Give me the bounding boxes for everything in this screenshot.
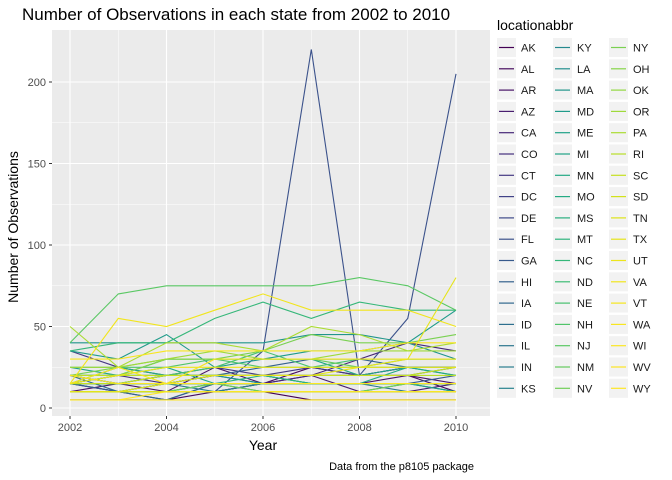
series-line-wi: [69, 374, 456, 385]
x-axis: 2002 2004 2006 2008 2010: [58, 416, 468, 434]
x-tick-label: 2008: [347, 422, 371, 434]
y-axis: 0 50 100 150 200: [28, 77, 52, 415]
legend-label: RI: [633, 149, 644, 161]
chart-caption: Data from the p8105 package: [329, 461, 474, 473]
legend-title: locationabbr: [497, 17, 574, 33]
legend-label: MS: [577, 213, 594, 225]
legend-label: NE: [577, 298, 592, 310]
legend-label: VA: [633, 277, 648, 289]
legend-label: SD: [633, 192, 648, 204]
series-line-va: [69, 293, 457, 384]
legend: AK AL AR AZ CA CO CT DC DE FL GA HI IA ID IL IN KS KY LA MA…: [497, 38, 651, 398]
series-line-nc: [69, 301, 456, 352]
series-line-wa: [70, 342, 456, 360]
gridlines: [52, 30, 490, 416]
legend-label: AL: [521, 64, 534, 76]
x-tick-label: 2006: [251, 422, 275, 434]
legend-label: OR: [633, 106, 650, 118]
legend-label: MT: [577, 234, 593, 246]
legend-label: OH: [633, 64, 650, 76]
series-lines: [69, 49, 457, 401]
legend-label: NM: [577, 362, 594, 374]
plot-panel: [52, 30, 490, 416]
legend-label: CO: [521, 149, 538, 161]
legend-label: DE: [521, 213, 536, 225]
series-line-tx: [70, 277, 457, 393]
legend-label: MN: [577, 170, 594, 182]
x-tick-label: 2002: [58, 422, 82, 434]
legend-label: AZ: [521, 106, 535, 118]
series-line-nj: [69, 277, 457, 344]
chart-title: Number of Observations in each state fro…: [22, 5, 450, 24]
legend-label: CA: [521, 128, 537, 140]
legend-label: ID: [521, 319, 532, 331]
legend-label: MI: [577, 149, 589, 161]
x-axis-title: Year: [249, 437, 278, 453]
legend-label: MA: [577, 85, 594, 97]
y-tick-label: 50: [34, 322, 46, 334]
series-line-vt: [69, 358, 456, 385]
legend-label: NJ: [577, 341, 590, 353]
legend-label: IN: [521, 362, 532, 374]
legend-label: KY: [577, 43, 592, 55]
legend-label: NV: [577, 383, 593, 395]
legend-label: FL: [521, 234, 534, 246]
legend-label: SC: [633, 170, 648, 182]
legend-label: KS: [521, 383, 536, 395]
legend-label: HI: [521, 277, 532, 289]
legend-label: MO: [577, 192, 595, 204]
legend-label: UT: [633, 256, 648, 268]
legend-label: OK: [633, 85, 650, 97]
legend-label: NC: [577, 256, 593, 268]
y-tick-label: 150: [28, 159, 46, 171]
legend-label: ME: [577, 128, 594, 140]
y-tick-label: 0: [40, 403, 46, 415]
legend-label: AR: [521, 85, 536, 97]
legend-label: WY: [633, 383, 651, 395]
legend-label: MD: [577, 106, 594, 118]
legend-label: TX: [633, 234, 648, 246]
legend-label: CT: [521, 170, 536, 182]
legend-label: GA: [521, 256, 538, 268]
legend-label: ND: [577, 277, 593, 289]
legend-label: IL: [521, 341, 530, 353]
y-tick-label: 100: [28, 240, 46, 252]
legend-label: NY: [633, 43, 649, 55]
legend-label: VT: [633, 298, 647, 310]
y-tick-label: 200: [28, 77, 46, 89]
series-line-wy: [70, 391, 456, 401]
legend-label: WI: [633, 341, 646, 353]
legend-label: WA: [633, 319, 651, 331]
legend-label: DC: [521, 192, 537, 204]
legend-label: AK: [521, 43, 536, 55]
legend-label: LA: [577, 64, 591, 76]
y-axis-title: Number of Observations: [5, 151, 21, 303]
legend-label: IA: [521, 298, 532, 310]
x-tick-label: 2004: [154, 422, 178, 434]
x-tick-label: 2010: [444, 422, 468, 434]
legend-label: WV: [633, 362, 651, 374]
legend-label: PA: [633, 128, 648, 140]
legend-label: NH: [577, 319, 593, 331]
legend-label: TN: [633, 213, 648, 225]
